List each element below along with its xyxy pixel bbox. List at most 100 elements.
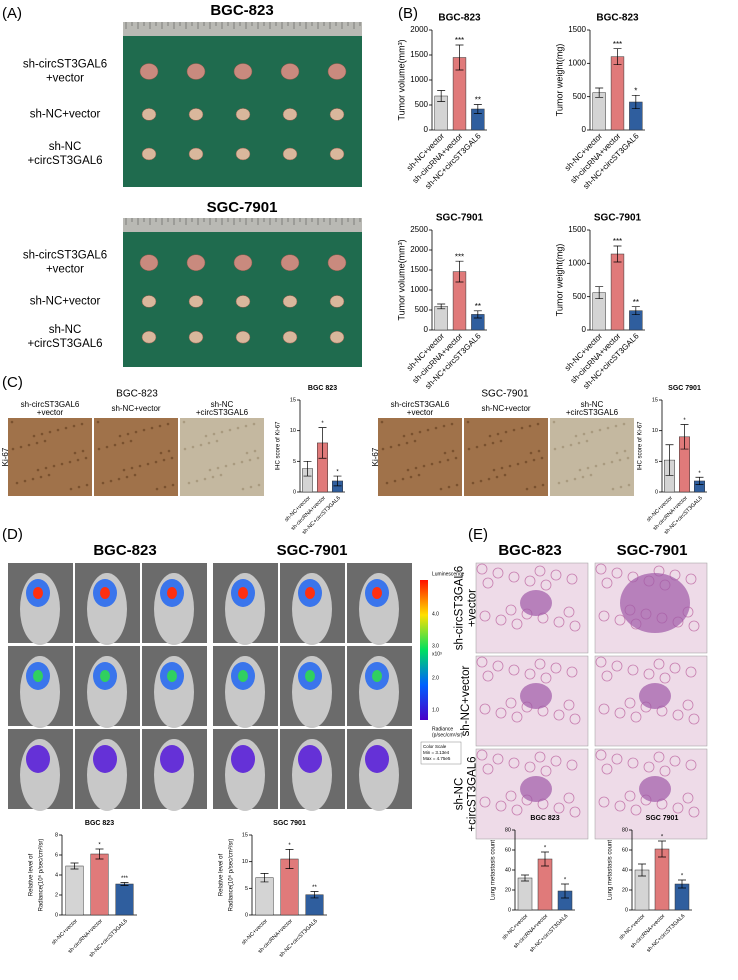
ihc-image <box>180 418 264 496</box>
ihc-texture <box>96 420 100 424</box>
y-axis-label: Lung metastasis count <box>491 840 497 900</box>
ihc-texture <box>479 479 483 483</box>
ihc-texture <box>512 428 516 432</box>
ihc-texture <box>380 420 384 424</box>
x-tick-label: sh-circRNA+vector <box>630 913 667 950</box>
alveolus <box>682 699 694 711</box>
ihc-texture <box>126 432 130 436</box>
alveolus <box>614 800 626 812</box>
alveolus <box>566 573 578 585</box>
column-label: sh-circST3GAL6 <box>21 400 80 409</box>
alveolus <box>569 620 581 632</box>
alveolus <box>511 804 523 816</box>
y-tick-label: 5 <box>293 459 296 465</box>
tumor <box>327 63 347 80</box>
column-label: sh-NC+vector <box>111 404 160 413</box>
ihc-image <box>94 418 178 496</box>
panel-label: (B) <box>398 5 418 22</box>
ihc-image <box>8 418 92 496</box>
alveolus <box>598 610 610 622</box>
signal <box>160 745 184 773</box>
ihc-texture <box>105 445 109 449</box>
ihc-texture <box>36 468 40 472</box>
alveolus <box>569 713 581 725</box>
alveolus <box>534 658 546 670</box>
y-tick-label: 10 <box>242 859 248 865</box>
ihc-texture <box>162 458 166 462</box>
error-bar <box>455 44 464 71</box>
ihc-texture <box>113 443 117 447</box>
metastasis <box>520 776 552 802</box>
alveolus <box>553 802 565 814</box>
alveolus <box>595 563 607 575</box>
ihc-texture <box>203 477 207 481</box>
error-bar <box>665 444 674 476</box>
color-scale: Color Scale <box>423 744 447 749</box>
tumor <box>282 295 298 308</box>
ihc-texture <box>236 426 240 430</box>
alveolus <box>627 757 639 769</box>
alveolus <box>550 569 562 581</box>
alveolus <box>534 751 546 763</box>
alveolus <box>479 703 491 715</box>
ihc-texture <box>508 464 512 468</box>
row-label: sh-circST3GAL6 <box>454 566 466 650</box>
ihc-texture <box>533 485 537 489</box>
ihc-texture <box>69 487 73 491</box>
ihc-texture <box>589 473 593 477</box>
ihc-texture <box>577 441 581 445</box>
colorbar-unit: x10³ <box>432 651 442 657</box>
ihc-texture <box>393 479 397 483</box>
ihc-texture <box>410 432 414 436</box>
error-bar <box>638 863 646 877</box>
ihc-texture <box>232 462 236 466</box>
signal <box>231 745 255 773</box>
significance: *** <box>121 876 129 882</box>
error-bar <box>285 849 294 869</box>
error-bar <box>541 851 549 867</box>
image-title: SGC-7901 <box>277 542 348 559</box>
ihc-texture <box>15 481 19 485</box>
row-label-group: sh-NC +circST3GAL6 <box>454 756 479 831</box>
ihc-texture <box>402 434 406 438</box>
ihc-texture <box>483 443 487 447</box>
ihc-texture <box>611 487 615 491</box>
ihc-texture <box>43 439 47 443</box>
bar <box>610 56 625 131</box>
ihc-texture <box>35 441 39 445</box>
ihc-texture <box>422 464 426 468</box>
alveolus <box>476 749 488 761</box>
ihc-texture <box>495 475 499 479</box>
alveolus <box>601 577 613 589</box>
y-tick-label: 80 <box>622 827 628 833</box>
significance: *** <box>613 40 622 49</box>
alveolus <box>508 571 520 583</box>
row-label: sh-circST3GAL6 <box>23 250 107 262</box>
y-tick-label: 0 <box>625 907 628 913</box>
y-label-group: Lung metastasis count <box>608 840 614 900</box>
alveolus <box>630 804 642 816</box>
column-label: +circST3GAL6 <box>196 408 249 417</box>
ihc-texture <box>598 428 602 432</box>
y-tick-label: 20 <box>622 887 628 893</box>
y-axis-label: Tumor volume(mm³) <box>396 39 406 120</box>
photo-background <box>123 22 362 187</box>
ihc-texture <box>117 477 121 481</box>
ihc-texture <box>442 424 446 428</box>
alveolus <box>508 664 520 676</box>
y-tick-label: 500 <box>415 100 429 109</box>
ihc-texture <box>219 473 223 477</box>
metastasis <box>639 776 671 802</box>
error-bar <box>613 245 622 263</box>
alveolus <box>566 666 578 678</box>
chart-title: BGC 823 <box>308 385 337 392</box>
marker-label: Ki-67 <box>371 447 380 466</box>
ihc-texture <box>615 451 619 455</box>
ihc-texture <box>159 451 163 455</box>
y-tick-label: 6 <box>55 852 58 858</box>
y-label-group: IHC score of Ki-67 <box>638 421 644 471</box>
significance: * <box>681 874 684 880</box>
ihc-texture <box>166 422 170 426</box>
bar <box>610 253 625 331</box>
ihc-texture <box>524 460 528 464</box>
